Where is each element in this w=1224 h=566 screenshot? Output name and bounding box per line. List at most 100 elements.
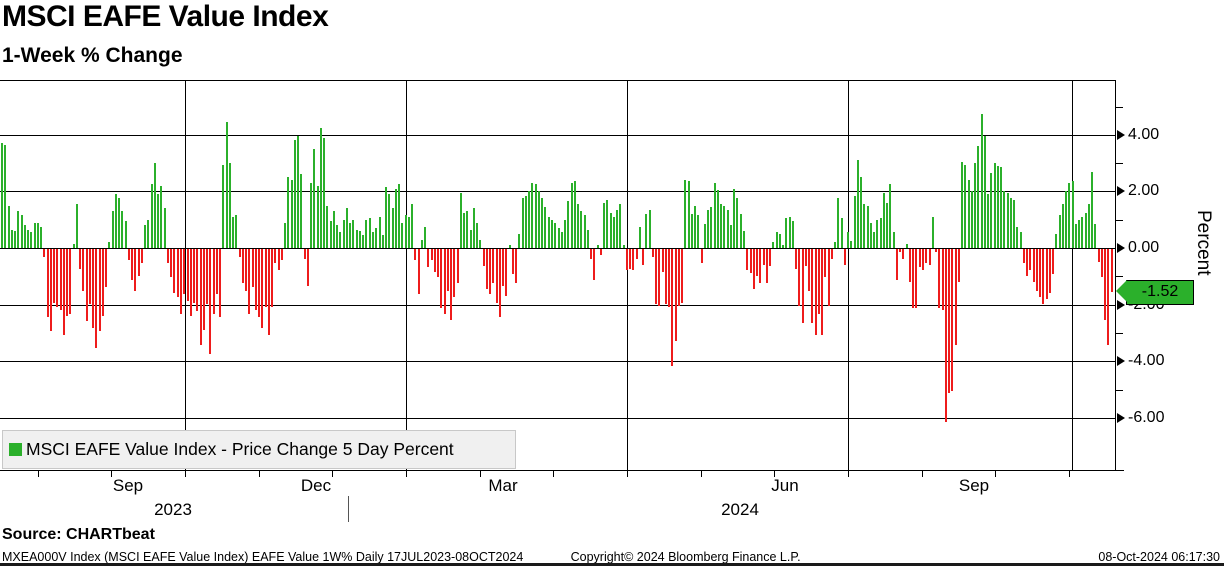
bar — [75, 204, 78, 248]
bar — [394, 188, 397, 248]
bar — [642, 249, 645, 265]
bar — [788, 216, 791, 248]
bar — [173, 249, 176, 293]
bar — [782, 245, 785, 248]
bar — [941, 249, 944, 310]
legend-label: MSCI EAFE Value Index - Price Change 5 D… — [26, 439, 454, 459]
bar — [674, 249, 677, 341]
bar — [1094, 223, 1097, 248]
bar — [433, 249, 436, 272]
bar — [577, 204, 580, 248]
bar — [1022, 249, 1025, 264]
bar — [661, 249, 664, 272]
bar — [1110, 249, 1113, 293]
bar — [710, 206, 713, 248]
bar — [1055, 233, 1058, 248]
bar — [95, 249, 98, 349]
bar — [14, 231, 17, 248]
x-month-tick — [406, 471, 407, 477]
bar — [645, 214, 648, 248]
bar — [697, 215, 700, 248]
bar — [977, 146, 980, 248]
bar — [798, 249, 801, 306]
bar — [476, 222, 479, 248]
last-value-tag[interactable]: -1.52 — [1116, 279, 1194, 305]
x-year-label: 2023 — [154, 500, 192, 519]
bar — [882, 192, 885, 248]
bar — [179, 249, 182, 315]
y-tick-arrow-icon — [1117, 243, 1125, 253]
bar — [921, 249, 924, 271]
bar — [274, 249, 277, 264]
bar — [1029, 249, 1032, 271]
bar — [814, 249, 817, 336]
bar — [482, 249, 485, 266]
bar — [749, 249, 752, 274]
bar — [118, 198, 121, 248]
x-month-tick — [1069, 471, 1070, 477]
bar — [46, 249, 49, 317]
y-tick-arrow-icon — [1117, 412, 1125, 423]
bar — [726, 209, 729, 248]
gridline-vertical — [627, 81, 628, 470]
bar — [495, 249, 498, 303]
bar — [381, 235, 384, 248]
bar — [306, 249, 309, 286]
bar — [616, 209, 619, 248]
bar — [1045, 249, 1048, 299]
bar — [153, 163, 156, 248]
gridline-horizontal — [0, 248, 1115, 249]
bar — [765, 249, 768, 283]
bar — [443, 249, 446, 315]
gridline-horizontal — [0, 417, 1115, 419]
bar — [925, 249, 928, 264]
last-value-text: -1.52 — [1141, 283, 1179, 301]
bar — [808, 249, 811, 292]
bar — [931, 216, 934, 248]
y-tick-label: 2.00 — [1128, 182, 1160, 200]
bar — [332, 211, 335, 248]
bar — [293, 140, 296, 248]
bar — [209, 249, 212, 354]
bar — [53, 249, 56, 303]
bar — [385, 187, 388, 248]
bar — [967, 180, 970, 248]
bar — [4, 144, 7, 248]
bar — [92, 249, 95, 329]
bar — [671, 249, 674, 367]
bar — [108, 242, 111, 248]
bar — [889, 184, 892, 248]
bar — [785, 218, 788, 248]
bar — [720, 204, 723, 248]
bar — [62, 249, 65, 336]
bar — [716, 189, 719, 248]
bar — [775, 232, 778, 248]
bar — [886, 202, 889, 248]
y-minor-tick — [1116, 389, 1123, 391]
bar — [166, 249, 169, 264]
bar — [622, 245, 625, 248]
x-month-tick — [185, 471, 186, 477]
y-minor-tick — [1116, 163, 1123, 165]
gridline-horizontal — [0, 304, 1115, 306]
x-month-tick — [259, 471, 260, 477]
bar — [72, 243, 75, 248]
bar — [746, 249, 749, 271]
bar — [290, 180, 293, 248]
x-year-label: 2024 — [721, 500, 759, 519]
bar — [951, 249, 954, 391]
bar — [66, 249, 69, 316]
bar — [1084, 212, 1087, 248]
bar — [873, 232, 876, 248]
y-tick-arrow-icon — [1117, 356, 1125, 367]
bar — [323, 137, 326, 248]
gridline-vertical — [185, 81, 186, 470]
bar — [420, 239, 423, 248]
x-axis-line — [0, 470, 1124, 471]
x-month-tick — [38, 471, 39, 477]
bar — [137, 249, 140, 276]
bar — [980, 113, 983, 248]
bar — [795, 249, 798, 269]
y-tick-arrow-icon — [1117, 299, 1125, 310]
bar — [206, 249, 209, 305]
